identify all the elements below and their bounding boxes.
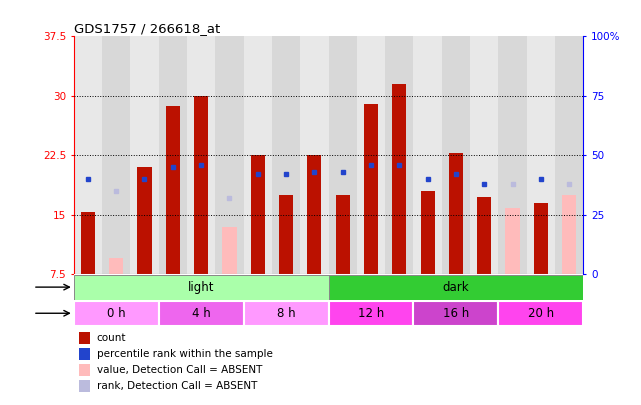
- Bar: [244, 36, 272, 274]
- Bar: [442, 36, 470, 274]
- Text: 0 h: 0 h: [107, 307, 126, 320]
- Bar: [470, 36, 499, 274]
- Bar: [413, 36, 442, 274]
- Text: count: count: [97, 333, 126, 343]
- Bar: [499, 36, 527, 274]
- Bar: [159, 301, 244, 326]
- Bar: [130, 36, 159, 274]
- Bar: [81, 212, 95, 274]
- Text: 8 h: 8 h: [277, 307, 296, 320]
- Bar: [477, 197, 491, 274]
- Text: 4 h: 4 h: [192, 307, 210, 320]
- Bar: [137, 167, 151, 274]
- Bar: [534, 203, 548, 274]
- Bar: [300, 36, 329, 274]
- Bar: [336, 195, 350, 274]
- Text: 12 h: 12 h: [358, 307, 384, 320]
- Bar: [385, 36, 413, 274]
- Bar: [79, 348, 90, 360]
- Bar: [215, 36, 244, 274]
- Text: dark: dark: [442, 281, 469, 294]
- Bar: [357, 36, 385, 274]
- Bar: [102, 36, 130, 274]
- Bar: [74, 275, 329, 300]
- Bar: [159, 36, 187, 274]
- Bar: [74, 36, 102, 274]
- Bar: [420, 191, 435, 274]
- Text: value, Detection Call = ABSENT: value, Detection Call = ABSENT: [97, 365, 262, 375]
- Bar: [194, 96, 208, 274]
- Bar: [251, 155, 265, 274]
- Bar: [279, 195, 293, 274]
- Bar: [449, 153, 463, 274]
- Bar: [272, 36, 300, 274]
- Text: percentile rank within the sample: percentile rank within the sample: [97, 349, 272, 359]
- Bar: [329, 275, 583, 300]
- Bar: [79, 333, 90, 343]
- Bar: [329, 301, 413, 326]
- Bar: [329, 36, 357, 274]
- Text: rank, Detection Call = ABSENT: rank, Detection Call = ABSENT: [97, 381, 257, 391]
- Bar: [187, 36, 215, 274]
- Bar: [109, 258, 123, 274]
- Bar: [74, 301, 159, 326]
- Bar: [79, 364, 90, 375]
- Text: 20 h: 20 h: [528, 307, 554, 320]
- Bar: [555, 36, 583, 274]
- Bar: [222, 226, 237, 274]
- Text: GDS1757 / 266618_at: GDS1757 / 266618_at: [74, 22, 220, 35]
- Text: 16 h: 16 h: [443, 307, 469, 320]
- Bar: [413, 301, 499, 326]
- Bar: [506, 208, 520, 274]
- Bar: [244, 301, 329, 326]
- Bar: [79, 380, 90, 392]
- Bar: [392, 84, 406, 274]
- Text: light: light: [188, 281, 214, 294]
- Bar: [499, 301, 583, 326]
- Bar: [166, 106, 180, 274]
- Bar: [562, 195, 576, 274]
- Bar: [364, 104, 378, 274]
- Bar: [307, 155, 321, 274]
- Bar: [527, 36, 555, 274]
